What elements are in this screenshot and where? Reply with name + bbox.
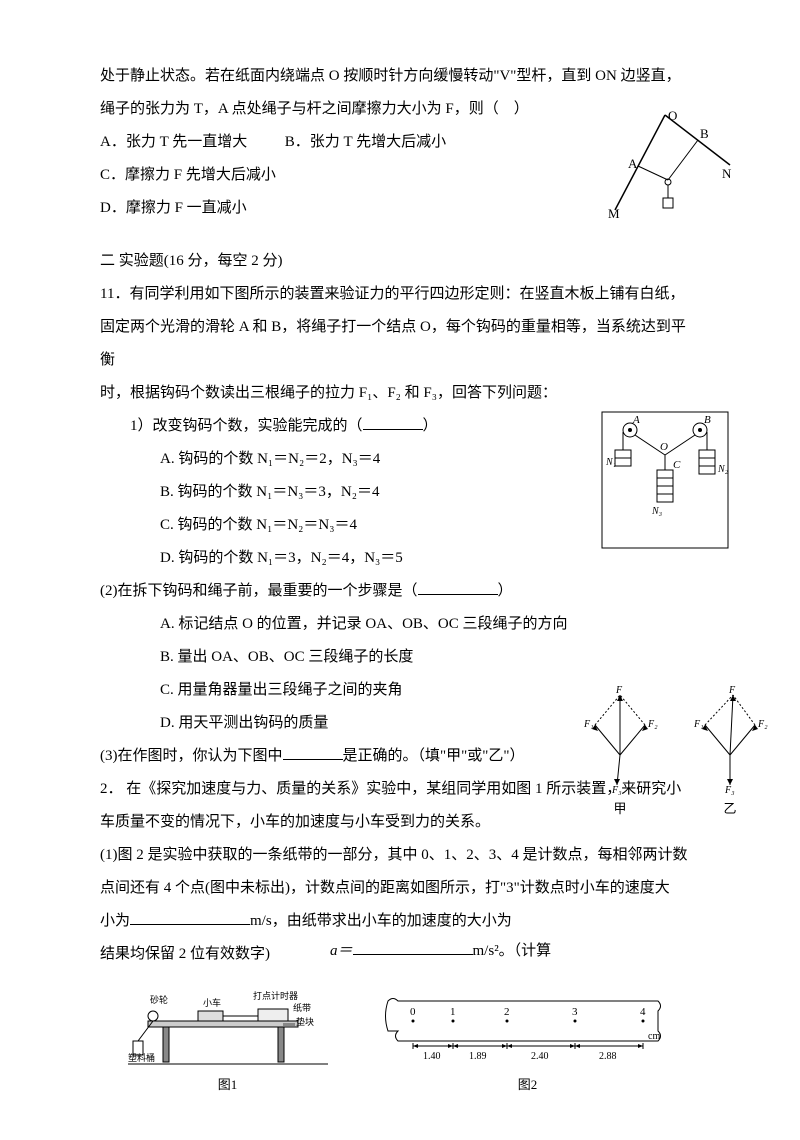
svg-text:F: F	[728, 685, 736, 696]
q12-p1g: 结果均保留 2 位有效数字)	[100, 938, 270, 971]
q11-stem-1: 11．有同学利用如下图所示的装置来验证力的平行四边形定则：在竖直木板上铺有白纸，	[100, 278, 700, 311]
svg-text:小车: 小车	[203, 997, 221, 1008]
q12-p1e: a＝	[330, 943, 353, 959]
q11-p2-blank[interactable]	[418, 579, 498, 595]
svg-text:1.40: 1.40	[423, 1051, 441, 1062]
q12-figure-row: 砂轮 小车 打点计时器 纸带 垫块 塑料桶 图1 0 1 2 3 4	[100, 981, 700, 1100]
svg-text:B: B	[700, 126, 709, 141]
q12-p1a: (1)图 2 是实验中获取的一条纸带的一部分，其中 0、1、2、3、4 是计数点…	[100, 839, 700, 872]
svg-text:1: 1	[450, 1006, 456, 1018]
svg-text:N₂: N₂	[717, 464, 729, 475]
q11-p1-text: 1）改变钩码个数，实验能完成的（	[130, 418, 363, 434]
svg-text:F₂: F₂	[757, 719, 768, 730]
svg-text:0: 0	[410, 1006, 416, 1018]
svg-text:A: A	[628, 156, 638, 171]
svg-text:O: O	[660, 441, 668, 453]
svg-text:B: B	[704, 414, 711, 426]
fig2-label: 图2	[383, 1071, 673, 1100]
q12-p1d: m/s，由纸带求出小车的加速度的大小为	[250, 913, 512, 929]
svg-text:F₁: F₁	[583, 719, 594, 730]
q10-stem-1: 处于静止状态。若在纸面内绕端点 O 按顺时针方向缓慢转动"V"型杆，直到 ON …	[100, 60, 700, 93]
svg-text:2: 2	[504, 1006, 510, 1018]
q11-stem-2: 固定两个光滑的滑轮 A 和 B，将绳子打一个结点 O，每个钩码的重量相等，当系统…	[100, 311, 700, 377]
svg-text:F: F	[615, 685, 623, 696]
svg-text:cm: cm	[648, 1031, 660, 1042]
q11-p2-text: (2)在拆下钩码和绳子前，最重要的一个步骤是（	[100, 583, 418, 599]
q10-figure: O A B M N	[590, 110, 740, 220]
svg-text:C: C	[673, 459, 681, 471]
svg-text:F₁: F₁	[693, 719, 704, 730]
q11-p2: (2)在拆下钩码和绳子前，最重要的一个步骤是（ ）	[100, 575, 700, 608]
q11-p2-a: A. 标记结点 O 的位置，并记录 OA、OB、OC 三段绳子的方向	[160, 608, 700, 641]
svg-text:A: A	[632, 414, 640, 426]
q12-p1-line3: 小为 m/s，由纸带求出小车的加速度的大小为	[100, 905, 700, 938]
page-content: 处于静止状态。若在纸面内绕端点 O 按顺时针方向缓慢转动"V"型杆，直到 ON …	[100, 60, 700, 1100]
fig-yi-label: 乙	[690, 795, 770, 824]
q11-stem-3: 时，根据钩码个数读出三根绳子的拉力 F₁、F₂ 和 F₃，回答下列问题：	[100, 377, 700, 410]
q12-blank-v[interactable]	[130, 909, 250, 925]
q12-p1f: m/s²。（计算	[473, 943, 552, 959]
q12-p1b: 点间还有 4 个点(图中未标出)，计数点间的距离如图所示，打"3"计数点时小车的…	[100, 872, 700, 905]
svg-text:N₃: N₃	[651, 506, 663, 517]
q12-figure-tape: 0 1 2 3 4 1.40 1.	[383, 991, 673, 1100]
q11-p3b: 是正确的。（填"甲"或"乙"）	[343, 748, 525, 764]
section-2-title: 二 实验题(16 分，每空 2 分)	[100, 245, 700, 278]
q12-p1c: 小为	[100, 913, 130, 929]
svg-text:纸带: 纸带	[293, 1002, 311, 1013]
q10-opt-a: A．张力 T 先一直增大	[100, 134, 247, 150]
svg-text:O: O	[668, 110, 677, 123]
q11-p3a: (3)在作图时，你认为下图中	[100, 748, 283, 764]
q11-p1-blank[interactable]	[363, 414, 423, 430]
q11-figure-jia: F F₁ F₂ F₃ 甲	[580, 685, 660, 824]
q11-figure-yi: F F₁ F₂ F₃ 乙	[690, 685, 770, 824]
svg-text:打点计时器: 打点计时器	[253, 990, 298, 1001]
q11-p1-end: ）	[423, 418, 438, 434]
svg-text:M: M	[608, 206, 620, 220]
svg-text:2.88: 2.88	[599, 1051, 617, 1062]
svg-text:4: 4	[640, 1006, 646, 1018]
svg-text:N: N	[722, 166, 732, 181]
svg-text:2.40: 2.40	[531, 1051, 549, 1062]
q12-p1-line4: a＝ m/s²。（计算	[330, 938, 700, 965]
svg-text:砂轮: 砂轮	[150, 994, 168, 1005]
q12-figure-setup: 砂轮 小车 打点计时器 纸带 垫块 塑料桶 图1	[128, 981, 328, 1100]
svg-text:F₃: F₃	[724, 785, 735, 795]
fig1-label: 图1	[128, 1071, 328, 1100]
svg-text:3: 3	[572, 1006, 578, 1018]
svg-text:1.89: 1.89	[469, 1051, 487, 1062]
svg-text:垫块: 垫块	[296, 1016, 314, 1027]
q11-figure-pulley: A B O C N₁ N₂ N₃	[600, 410, 730, 550]
q11-p2-b: B. 量出 OA、OB、OC 三段绳子的长度	[160, 641, 700, 674]
svg-text:F₂: F₂	[647, 719, 658, 730]
svg-text:F₃: F₃	[611, 785, 622, 795]
q11-p3-blank[interactable]	[283, 744, 343, 760]
svg-text:塑料桶: 塑料桶	[128, 1052, 155, 1063]
q12-blank-a[interactable]	[353, 939, 473, 955]
q10-opt-b: B．张力 T 先增大后减小	[285, 134, 446, 150]
q11-p2-end: ）	[498, 583, 513, 599]
fig-jia-label: 甲	[580, 795, 660, 824]
svg-text:N₁: N₁	[605, 457, 616, 468]
